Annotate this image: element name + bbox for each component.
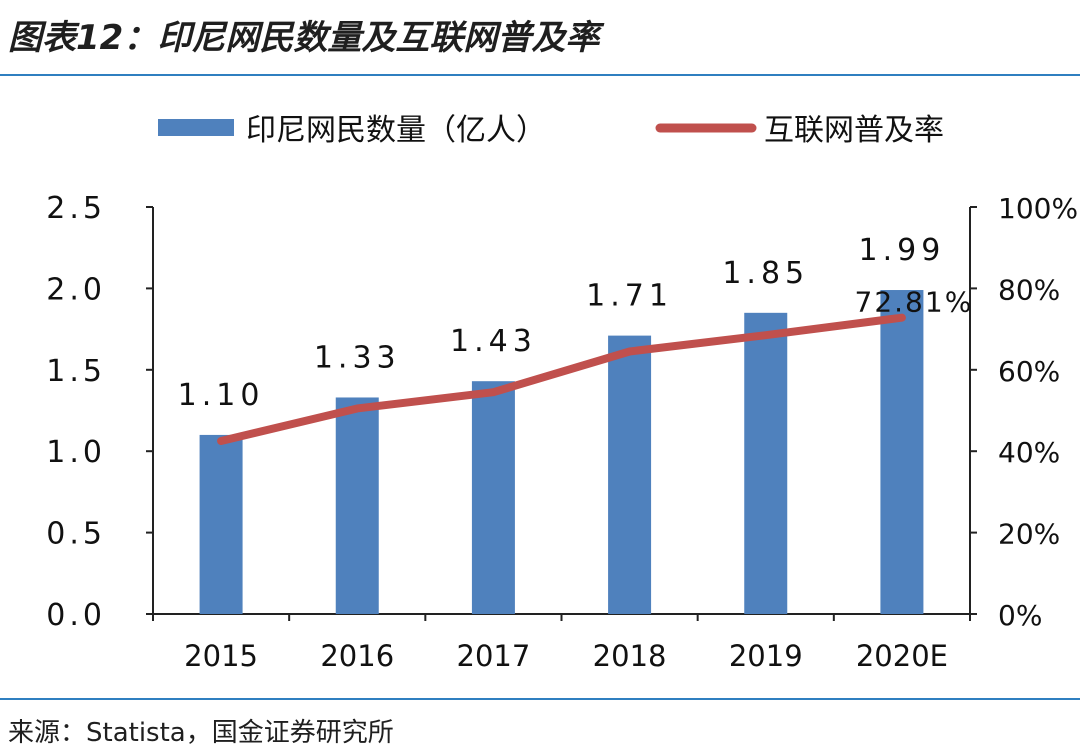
bar-value-label: 1.71 [586,279,673,314]
y-left-tick-label: 0.0 [46,598,106,633]
bar [335,397,379,614]
y-right-tick-label: 80% [998,273,1060,306]
legend-label-bar: 印尼网民数量（亿人） [246,113,546,148]
y-right-tick-label: 20% [998,518,1060,551]
footer-divider [0,698,1080,700]
source-note: 来源：Statista，国金证券研究所 [8,718,394,748]
line-point [492,391,495,394]
legend-label-line: 互联网普及率 [764,113,944,148]
legend-swatch-bar [158,119,234,136]
x-tick-label: 2018 [593,639,667,673]
bar-value-label: 1.10 [178,378,265,413]
x-tick-label: 2016 [320,639,394,673]
bar [199,434,243,614]
x-tick-label: 2017 [457,639,531,673]
bar-value-label: 1.99 [859,233,946,268]
line-point [220,440,223,443]
bar [471,381,515,614]
x-tick-label: 2015 [184,639,258,673]
combo-chart: 印尼网民数量（亿人） 互联网普及率 0.0 0.5 1.0 1.5 2.0 2.5 0% 20% 4… [46,113,1078,673]
x-tick-label: 2019 [729,639,803,673]
y-left-tick-label: 0.5 [46,517,106,552]
line-point [764,334,767,337]
bar [608,335,652,614]
y-right-tick-label: 60% [998,355,1060,388]
bar [744,312,788,614]
y-right-tick-label: 100% [998,192,1078,225]
y-left-tick-label: 1.5 [46,354,106,389]
line-point [628,350,631,353]
bar [880,290,924,614]
line-value-label: 72.81% [855,286,974,319]
title-divider [0,74,1080,76]
y-right-tick-label: 40% [998,436,1060,469]
bar-value-label: 1.85 [722,256,809,291]
line-point [900,316,903,319]
bar-value-label: 1.43 [450,324,537,359]
figure-title: 图表12：印尼网民数量及互联网普及率 [8,18,600,58]
y-left-tick-label: 1.0 [46,435,106,470]
y-right-tick-label: 0% [998,599,1042,632]
line-series [217,313,906,446]
bar-value-label: 1.33 [314,340,401,375]
y-left-tick-label: 2.0 [46,272,106,307]
y-left-tick-label: 2.5 [46,191,106,226]
line-point [356,407,359,410]
x-tick-label: 2020E [856,639,948,673]
